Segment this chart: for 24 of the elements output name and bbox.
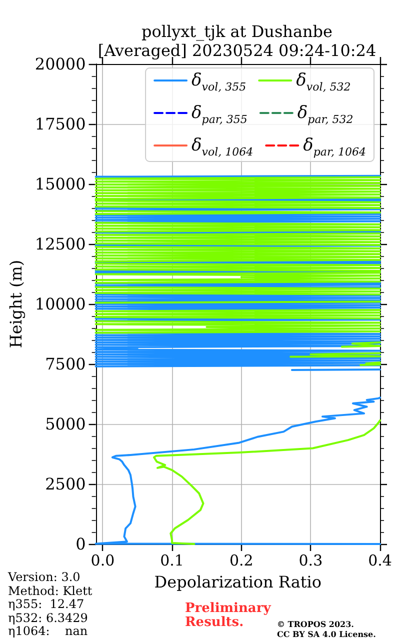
y-tick-label: 2500 — [45, 474, 86, 494]
text: η355: 12.47 — [8, 597, 84, 612]
x-tick-label: 0.1 — [160, 552, 184, 570]
y-tick-label: 17500 — [34, 114, 86, 134]
text: Method: Klett — [8, 584, 92, 598]
text: η1064: nan — [8, 624, 88, 638]
x-tick-label: 0.0 — [90, 552, 115, 570]
text: Version: 3.0 — [8, 570, 80, 584]
y-tick-label: 0 — [76, 534, 86, 554]
text: η532: 6.3429 — [8, 610, 88, 625]
x-axis-title: Depolarization Ratio — [154, 572, 322, 592]
y-tick-label: 20000 — [34, 54, 86, 74]
x-tick-label: 0.4 — [368, 552, 392, 570]
chart-title: pollyxt_tjk at Dushanbe [Averaged] 20230524 09:24-10:24 — [98, 22, 376, 60]
y-tick-label: 15000 — [34, 174, 86, 194]
y-axis-title: Height (m) — [6, 260, 26, 348]
y-tick-label: 10000 — [34, 294, 86, 314]
y-tick-label: 12500 — [34, 234, 86, 254]
x-tick-label: 0.3 — [298, 552, 323, 570]
x-tick-label: 0.2 — [229, 552, 254, 570]
text: Preliminary Results. — [185, 601, 271, 630]
y-tick-label: 5000 — [45, 414, 86, 434]
text: © TROPOS 2023. CC BY SA 4.0 License. — [277, 619, 376, 639]
y-tick-label: 7500 — [45, 354, 86, 374]
